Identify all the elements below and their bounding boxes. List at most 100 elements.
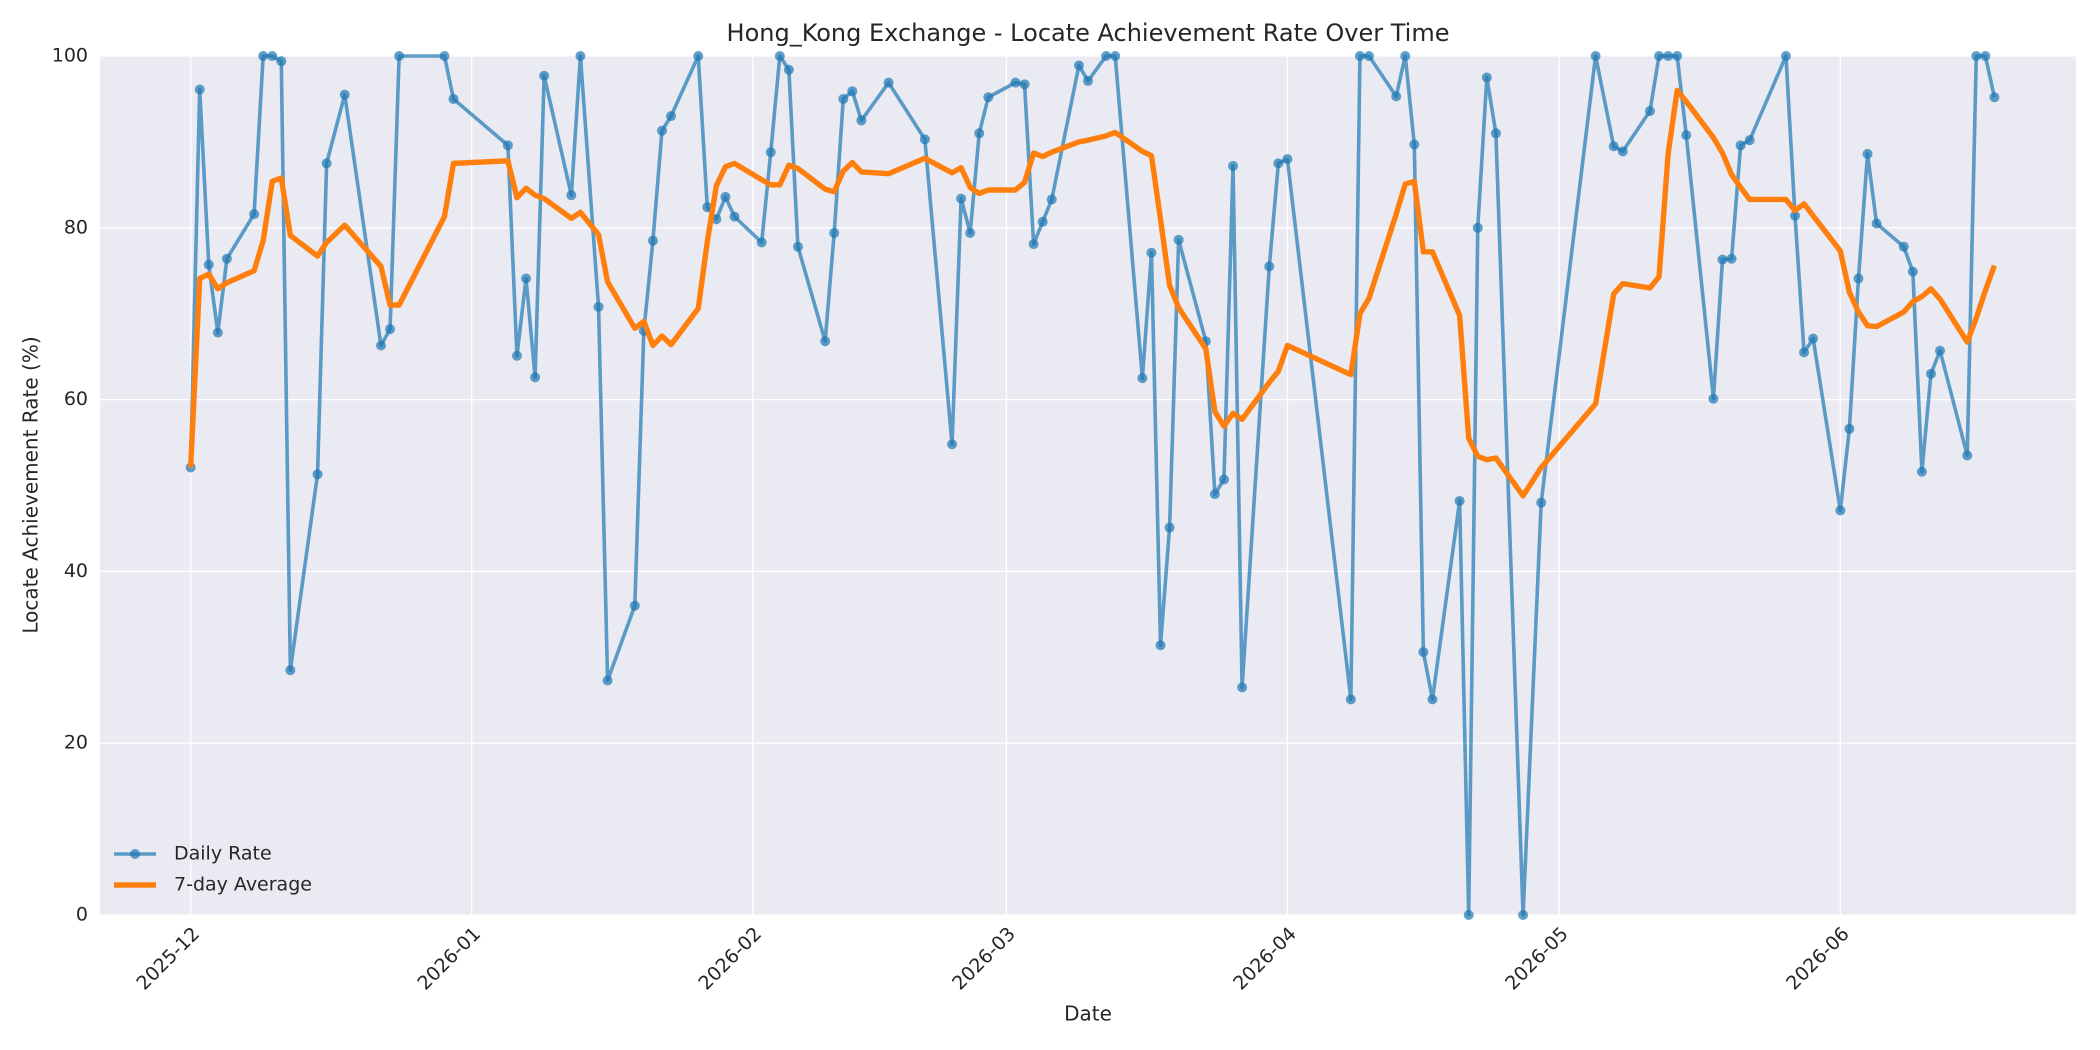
y-tick-label: 60: [64, 388, 88, 410]
point: [1173, 234, 1184, 245]
point: [783, 64, 794, 75]
point: [1907, 266, 1918, 277]
point: [267, 51, 278, 61]
point: [1354, 51, 1365, 61]
point: [1644, 105, 1655, 116]
point: [521, 273, 532, 284]
grid: [100, 55, 2076, 916]
x-tick-label: 2026-05: [1501, 923, 1573, 995]
point: [1019, 79, 1030, 90]
point: [1835, 505, 1846, 516]
point: [756, 237, 767, 248]
point: [394, 51, 405, 61]
point: [956, 193, 967, 204]
point: [1101, 51, 1112, 61]
x-tick-label: 2025-12: [132, 923, 204, 995]
y-tick-label: 80: [64, 216, 88, 238]
point: [1916, 466, 1927, 477]
point: [1073, 60, 1084, 71]
point: [285, 665, 296, 676]
point: [666, 111, 677, 122]
point: [974, 128, 985, 139]
point: [1518, 910, 1529, 920]
x-tick-label: 2026-04: [1229, 923, 1301, 995]
point: [203, 259, 214, 270]
point: [1363, 51, 1374, 61]
y-tick-label: 40: [64, 560, 88, 582]
point: [792, 241, 803, 252]
line: [187, 87, 1997, 499]
point: [919, 134, 930, 145]
point: [965, 227, 976, 238]
point: [1264, 261, 1275, 272]
point: [1463, 910, 1474, 920]
point: [883, 77, 894, 88]
point: [1862, 148, 1873, 159]
series: [185, 51, 2000, 920]
point: [847, 86, 858, 97]
point: [1935, 345, 1946, 356]
point: [1400, 51, 1411, 61]
point: [1046, 194, 1057, 205]
x-axis-label: Date: [1064, 1002, 1112, 1026]
point: [1409, 139, 1420, 150]
y-tick-label: 100: [52, 45, 88, 67]
point: [856, 115, 867, 126]
point: [1391, 91, 1402, 102]
x-tick-label: 2026-06: [1782, 923, 1854, 995]
point: [539, 70, 550, 81]
y-tick-label: 20: [64, 732, 88, 754]
point: [1989, 92, 2000, 103]
point: [566, 190, 577, 201]
point: [530, 372, 541, 383]
point: [765, 147, 776, 158]
x-tick-label: 2026-02: [694, 923, 766, 995]
point: [1780, 51, 1791, 61]
point: [1490, 128, 1501, 139]
point: [339, 89, 350, 100]
point: [656, 125, 667, 136]
point: [1672, 51, 1683, 61]
point: [1971, 51, 1982, 61]
point: [1844, 423, 1855, 434]
point: [829, 227, 840, 238]
point: [321, 158, 332, 169]
point: [575, 51, 586, 61]
point: [1146, 247, 1157, 258]
y-axis-label: Locate Achievement Rate (%): [19, 336, 43, 633]
point: [1608, 141, 1619, 152]
point: [1962, 450, 1973, 461]
point: [838, 93, 849, 104]
point: [448, 93, 459, 104]
point: [593, 301, 604, 312]
point: [1037, 216, 1048, 227]
point: [1744, 135, 1755, 146]
point: [385, 324, 396, 335]
point: [647, 235, 658, 246]
point: [1871, 218, 1882, 229]
point: [439, 51, 450, 61]
point: [194, 84, 205, 95]
x-tick-label: 2026-03: [948, 923, 1020, 995]
point: [1925, 368, 1936, 379]
point: [1808, 333, 1819, 344]
point: [774, 51, 785, 61]
point: [1799, 347, 1810, 358]
point: [1481, 72, 1492, 83]
point: [1663, 51, 1674, 61]
point: [258, 51, 269, 61]
point: [312, 469, 323, 480]
point: [729, 211, 740, 222]
point: [1980, 51, 1991, 61]
point: [1218, 474, 1229, 485]
point: [221, 253, 232, 264]
point: [602, 675, 613, 686]
point: [1110, 51, 1121, 61]
point: [1237, 682, 1248, 693]
point: [1717, 254, 1728, 265]
legend: Daily Rate 7-day Average: [114, 843, 312, 896]
x-tick-label: 2026-01: [413, 923, 485, 995]
point: [629, 600, 640, 611]
point: [1898, 241, 1909, 252]
